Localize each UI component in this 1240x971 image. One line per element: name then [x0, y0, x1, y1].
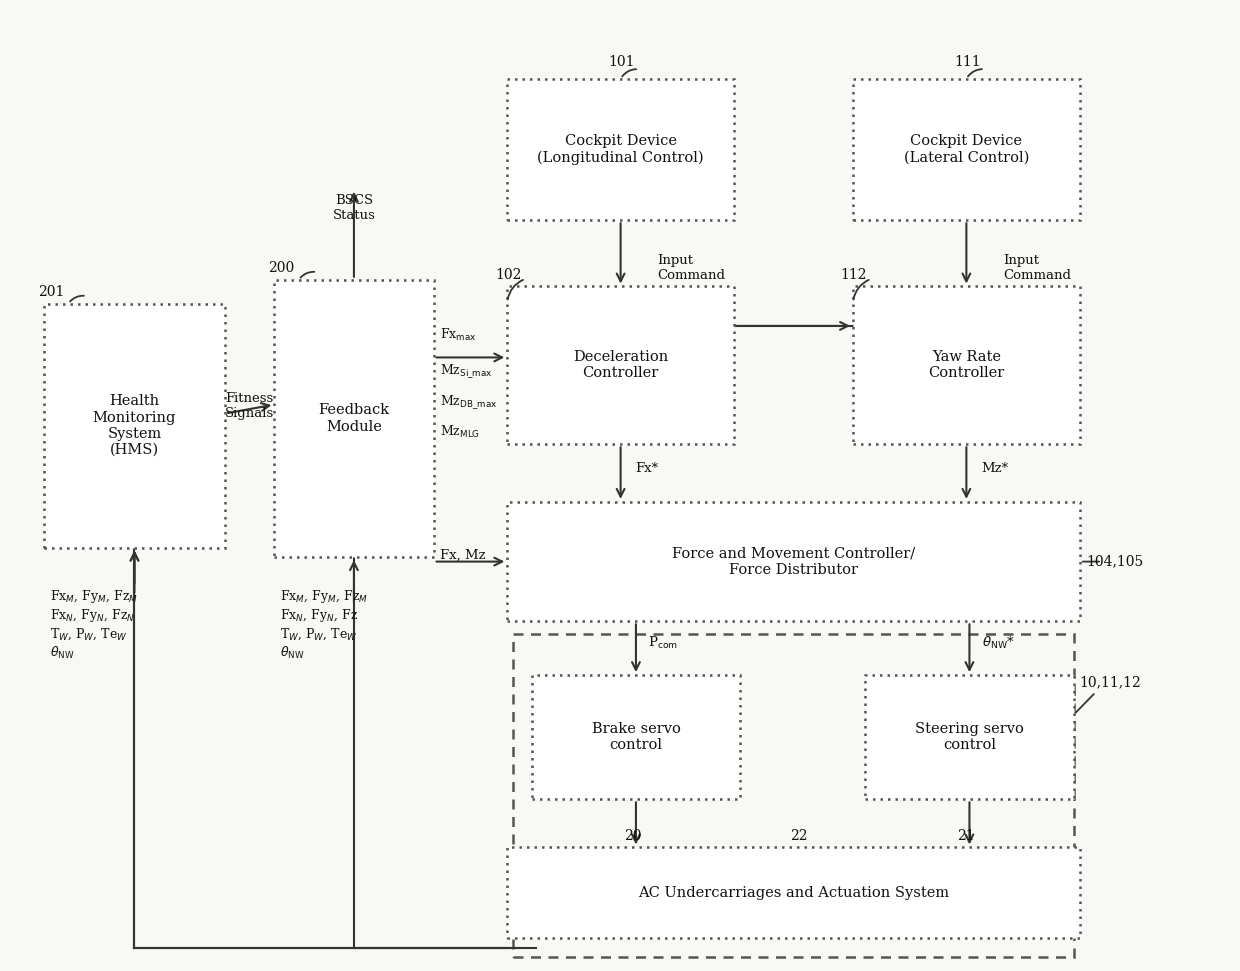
Text: AC Undercarriages and Actuation System: AC Undercarriages and Actuation System — [637, 886, 949, 900]
Text: Mz$_{\rm DB\_max}$: Mz$_{\rm DB\_max}$ — [440, 393, 497, 411]
Text: Fx$_M$, Fy$_M$, Fz$_M$
Fx$_N$, Fy$_N$, Fz$_N$
T$_W$, P$_W$, Te$_W$
$\theta_{\rm : Fx$_M$, Fy$_M$, Fz$_M$ Fx$_N$, Fy$_N$, F… — [50, 587, 138, 660]
Text: Mz$_{\rm MLG}$: Mz$_{\rm MLG}$ — [440, 424, 480, 441]
Text: Mz*: Mz* — [981, 462, 1008, 475]
Text: 200: 200 — [268, 261, 294, 275]
Text: 112: 112 — [841, 268, 867, 282]
Bar — [43, 304, 226, 548]
Bar — [507, 79, 734, 220]
Bar — [513, 634, 1074, 957]
Bar — [507, 286, 734, 445]
Bar — [507, 848, 1080, 938]
Text: Brake servo
control: Brake servo control — [591, 722, 681, 753]
Text: Fx$_{\rm max}$: Fx$_{\rm max}$ — [440, 327, 476, 344]
Text: $\theta_{\rm NW}$*: $\theta_{\rm NW}$* — [982, 634, 1014, 651]
Text: 102: 102 — [495, 268, 521, 282]
Text: Force and Movement Controller/
Force Distributor: Force and Movement Controller/ Force Dis… — [672, 547, 915, 577]
Text: Health
Monitoring
System
(HMS): Health Monitoring System (HMS) — [93, 394, 176, 457]
Text: 111: 111 — [954, 55, 981, 70]
Text: 10,11,12: 10,11,12 — [1080, 676, 1142, 689]
Text: Fx*: Fx* — [635, 462, 658, 475]
Text: Cockpit Device
(Lateral Control): Cockpit Device (Lateral Control) — [904, 134, 1029, 165]
Text: Input
Command: Input Command — [657, 254, 725, 283]
Text: Feedback
Module: Feedback Module — [319, 403, 389, 434]
Text: Cockpit Device
(Longitudinal Control): Cockpit Device (Longitudinal Control) — [537, 134, 704, 165]
Text: Fx, Mz: Fx, Mz — [440, 550, 485, 562]
Text: BSCS
Status: BSCS Status — [332, 194, 376, 222]
Text: 104,105: 104,105 — [1086, 554, 1143, 569]
Text: 201: 201 — [37, 285, 64, 299]
Bar — [853, 79, 1080, 220]
Bar — [507, 502, 1080, 621]
Text: 22: 22 — [790, 829, 808, 843]
Text: Steering servo
control: Steering servo control — [915, 722, 1024, 753]
Bar — [853, 286, 1080, 445]
Text: Deceleration
Controller: Deceleration Controller — [573, 351, 668, 381]
Text: P$_{\rm com}$: P$_{\rm com}$ — [649, 634, 678, 651]
Text: 21: 21 — [957, 829, 975, 843]
Text: Yaw Rate
Controller: Yaw Rate Controller — [929, 351, 1004, 381]
Bar — [274, 280, 434, 557]
Bar — [532, 675, 740, 799]
Text: 20: 20 — [624, 829, 641, 843]
Text: Fx$_M$, Fy$_M$, Fz$_M$
Fx$_N$, Fy$_N$, Fz
T$_W$, P$_W$, Te$_W$
$\theta_{\rm NW}$: Fx$_M$, Fy$_M$, Fz$_M$ Fx$_N$, Fy$_N$, F… — [280, 587, 368, 660]
Bar — [866, 675, 1074, 799]
Text: Mz$_{\rm Si\_max}$: Mz$_{\rm Si\_max}$ — [440, 362, 492, 381]
Text: 101: 101 — [609, 55, 635, 70]
Text: Input
Command: Input Command — [1003, 254, 1071, 283]
Text: Fitness
Signals: Fitness Signals — [226, 392, 274, 420]
